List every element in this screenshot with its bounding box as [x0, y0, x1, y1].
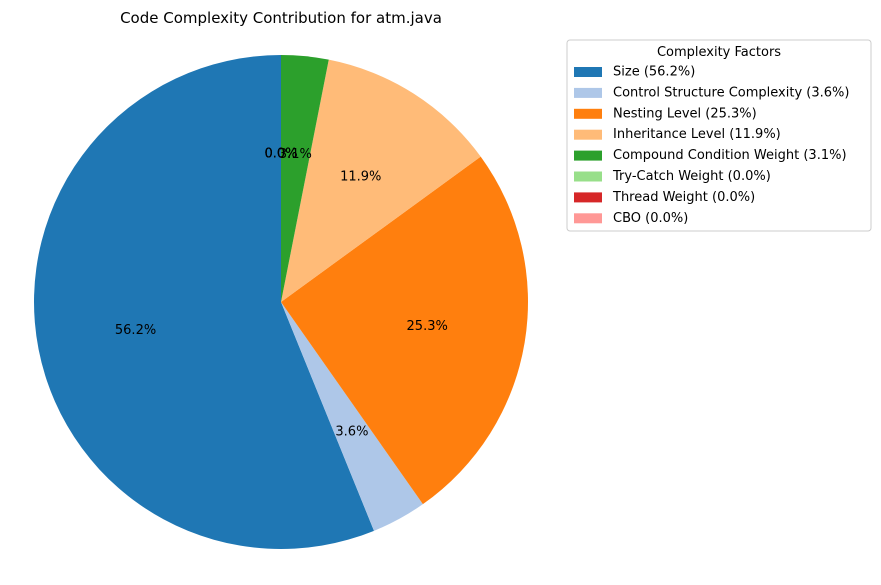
legend-title: Complexity Factors	[657, 45, 781, 60]
legend-label-nesting-level: Nesting Level (25.3%)	[613, 106, 757, 121]
legend-item-control-structure-complexity: Control Structure Complexity (3.6%)	[574, 85, 849, 100]
legend-item-nesting-level: Nesting Level (25.3%)	[574, 106, 757, 121]
pie-pct-label-inheritance-level: 11.9%	[340, 170, 381, 185]
legend-item-size: Size (56.2%)	[574, 65, 695, 80]
pie-slice-size	[33, 55, 374, 549]
legend-swatch-control-structure-complexity	[574, 87, 602, 98]
pie-pct-label-control-structure-complexity: 3.6%	[335, 425, 368, 440]
legend-frame	[566, 39, 872, 232]
legend-swatch-inheritance-level	[574, 129, 602, 140]
legend-label-size: Size (56.2%)	[613, 65, 695, 80]
pie-slice-compound-condition-weight	[281, 55, 329, 302]
pie-pct-label-try-catch-weight: 0.0%	[264, 146, 297, 161]
legend-swatch-nesting-level	[574, 108, 602, 119]
legend-item-thread-weight: Thread Weight (0.0%)	[574, 190, 755, 205]
legend: Complexity Factors Size (56.2%) Control S…	[566, 39, 872, 232]
pie-pct-label-size: 56.2%	[115, 323, 156, 338]
legend-label-thread-weight: Thread Weight (0.0%)	[612, 190, 755, 205]
pie-slices	[33, 55, 528, 549]
legend-label-control-structure-complexity: Control Structure Complexity (3.6%)	[613, 85, 849, 100]
legend-item-cbo: CBO (0.0%)	[574, 211, 688, 226]
pie-slice-nesting-level	[281, 156, 528, 505]
legend-item-compound-condition-weight: Compound Condition Weight (3.1%)	[574, 148, 847, 163]
legend-label-inheritance-level: Inheritance Level (11.9%)	[613, 127, 781, 142]
legend-swatch-compound-condition-weight	[574, 150, 602, 161]
pie-pct-label-compound-condition-weight: 3.1%	[279, 147, 312, 162]
legend-swatch-cbo	[574, 213, 602, 224]
pie-pct-label-cbo: 0.0%	[264, 146, 297, 161]
pie-pct-label-thread-weight: 0.0%	[264, 146, 297, 161]
pie-slice-control-structure-complexity	[281, 302, 423, 531]
legend-label-try-catch-weight: Try-Catch Weight (0.0%)	[612, 169, 771, 184]
legend-swatch-size	[574, 67, 602, 77]
legend-item-try-catch-weight: Try-Catch Weight (0.0%)	[574, 169, 771, 184]
legend-swatch-try-catch-weight	[574, 171, 602, 182]
legend-label-compound-condition-weight: Compound Condition Weight (3.1%)	[613, 148, 847, 163]
legend-label-cbo: CBO (0.0%)	[613, 211, 688, 226]
chart-title: Code Complexity Contribution for atm.jav…	[120, 9, 442, 27]
legend-item-inheritance-level: Inheritance Level (11.9%)	[574, 127, 781, 142]
pie-pct-label-nesting-level: 25.3%	[407, 319, 448, 334]
pie-percent-labels: 56.2%3.6%25.3%11.9%3.1%0.0%0.0%0.0%	[115, 146, 448, 439]
legend-items: Size (56.2%) Control Structure Complexity…	[574, 65, 849, 226]
pie-slice-inheritance-level	[281, 59, 481, 302]
legend-swatch-thread-weight	[574, 192, 602, 203]
